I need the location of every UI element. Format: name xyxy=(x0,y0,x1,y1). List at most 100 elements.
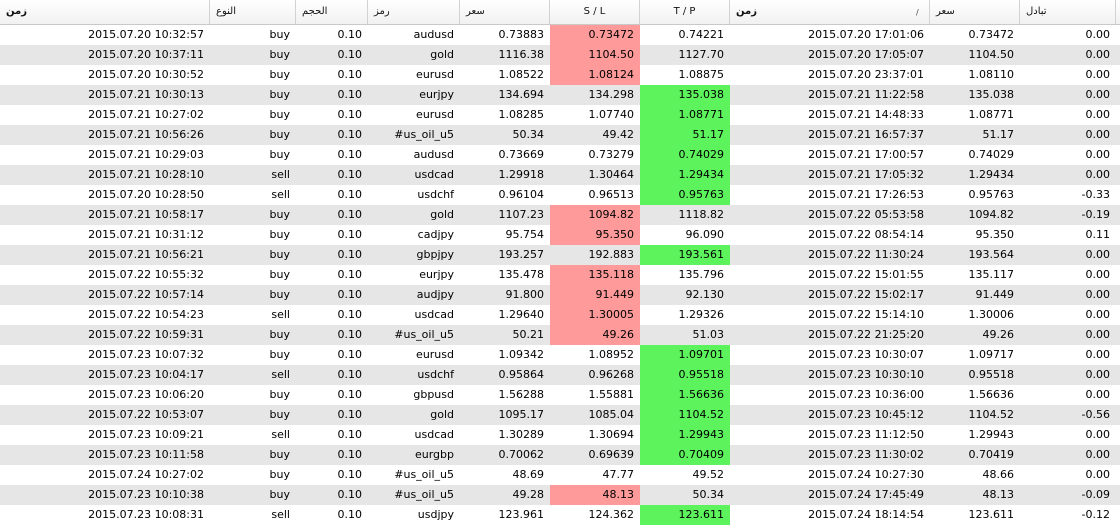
cell-swap: -0.56 xyxy=(1081,408,1110,421)
cell-stop-loss: 134.298 xyxy=(588,88,635,101)
table-row[interactable]: 2015.07.23 10:09:21 sell 0.10 usdcad 1.30289… xyxy=(0,425,1120,445)
table-row[interactable]: 2015.07.22 10:53:07 buy 0.10 gold 1095.17 108… xyxy=(0,405,1120,425)
cell-swap: 0.00 xyxy=(1085,128,1111,141)
cell-close-time: 2015.07.23 10:30:10 xyxy=(808,368,924,381)
table-row[interactable]: 2015.07.21 10:58:17 buy 0.10 gold 1107.23 109… xyxy=(0,205,1120,225)
col-header-swap[interactable]: تبادل xyxy=(1020,0,1116,24)
table-row[interactable]: 2015.07.20 10:30:52 buy 0.10 eurusd 1.08522 1… xyxy=(0,65,1120,85)
cell-open-price: 50.34 xyxy=(512,128,545,141)
cell-close-time: 2015.07.21 11:22:58 xyxy=(808,88,924,101)
cell-close-time: 2015.07.23 11:12:50 xyxy=(808,428,924,441)
cell-stop-loss: 0.69639 xyxy=(588,448,635,461)
cell-close-price: 123.611 xyxy=(968,508,1015,521)
cell-volume: 0.10 xyxy=(337,68,363,81)
cell-close-time: 2015.07.21 17:26:53 xyxy=(808,188,924,201)
cell-open-price: 0.96104 xyxy=(498,188,545,201)
col-header-symbol[interactable]: رمز xyxy=(368,0,460,24)
table-row[interactable]: 2015.07.20 10:37:11 buy 0.10 gold 1116.38 110… xyxy=(0,45,1120,65)
cell-symbol: audusd xyxy=(413,148,454,161)
cell-time: 2015.07.20 10:30:52 xyxy=(88,68,204,81)
cell-time: 2015.07.22 10:53:07 xyxy=(88,408,204,421)
cell-open-price: 48.69 xyxy=(512,468,545,481)
cell-time: 2015.07.23 10:11:58 xyxy=(88,448,204,461)
cell-close-time: 2015.07.20 17:01:06 xyxy=(808,28,924,41)
table-row[interactable]: 2015.07.22 10:59:31 buy 0.10 #us_oil_u5 50.2… xyxy=(0,325,1120,345)
cell-close-time: 2015.07.20 17:05:07 xyxy=(808,48,924,61)
cell-time: 2015.07.22 10:59:31 xyxy=(88,328,204,341)
table-row[interactable]: 2015.07.21 10:30:13 buy 0.10 eurjpy 134.694 1… xyxy=(0,85,1120,105)
cell-type: buy xyxy=(269,328,290,341)
table-row[interactable]: 2015.07.21 10:29:03 buy 0.10 audusd 0.73669 0… xyxy=(0,145,1120,165)
cell-stop-loss: 0.73472 xyxy=(550,25,640,45)
cell-stop-loss: 1.30694 xyxy=(588,428,635,441)
cell-time: 2015.07.23 10:04:17 xyxy=(88,368,204,381)
table-row[interactable]: 2015.07.22 10:55:32 buy 0.10 eurjpy 135.478 1… xyxy=(0,265,1120,285)
table-row[interactable]: 2015.07.21 10:31:12 buy 0.10 cadjpy 95.754 95… xyxy=(0,225,1120,245)
cell-open-price: 1095.17 xyxy=(498,408,545,421)
table-row[interactable]: 2015.07.23 10:11:58 buy 0.10 eurgbp 0.70062 0… xyxy=(0,445,1120,465)
cell-type: buy xyxy=(269,28,290,41)
table-row[interactable]: 2015.07.24 10:27:02 buy 0.10 #us_oil_u5 48.6… xyxy=(0,465,1120,485)
cell-stop-loss: 49.42 xyxy=(602,128,635,141)
col-header-take-profit[interactable]: T / P xyxy=(640,0,730,24)
cell-swap: 0.00 xyxy=(1085,428,1111,441)
col-header-close-time[interactable]: زمن xyxy=(730,0,930,24)
cell-stop-loss: 1.30005 xyxy=(550,305,640,325)
table-row[interactable]: 2015.07.23 10:06:20 buy 0.10 gbpusd 1.56288 1… xyxy=(0,385,1120,405)
table-row[interactable]: 2015.07.23 10:07:32 buy 0.10 eurusd 1.09342 1… xyxy=(0,345,1120,365)
col-header-time[interactable]: زمن xyxy=(0,0,210,24)
col-header-type[interactable]: النوع xyxy=(210,0,296,24)
table-row[interactable]: 2015.07.22 10:54:23 sell 0.10 usdcad 1.29640… xyxy=(0,305,1120,325)
cell-close-time: 2015.07.22 15:02:17 xyxy=(808,288,924,301)
cell-take-profit: 1.29326 xyxy=(678,308,725,321)
cell-volume: 0.10 xyxy=(337,388,363,401)
cell-symbol: #us_oil_u5 xyxy=(394,328,454,341)
table-row[interactable]: 2015.07.23 10:04:17 sell 0.10 usdchf 0.95864… xyxy=(0,365,1120,385)
cell-type: buy xyxy=(269,68,290,81)
cell-type: buy xyxy=(269,148,290,161)
col-header-close-price[interactable]: سعر xyxy=(930,0,1020,24)
cell-type: buy xyxy=(269,488,290,501)
cell-stop-loss: 135.118 xyxy=(550,265,640,285)
col-header-stop-loss[interactable]: S / L xyxy=(550,0,640,24)
cell-type: buy xyxy=(269,268,290,281)
table-row[interactable]: 2015.07.22 10:57:14 buy 0.10 audjpy 91.800 91… xyxy=(0,285,1120,305)
table-row[interactable]: 2015.07.20 10:28:50 sell 0.10 usdchf 0.96104… xyxy=(0,185,1120,205)
cell-symbol: gbpusd xyxy=(413,388,454,401)
cell-close-price: 49.26 xyxy=(982,328,1015,341)
col-header-volume[interactable]: الحجم xyxy=(296,0,368,24)
cell-close-time: 2015.07.22 21:25:20 xyxy=(808,328,924,341)
table-row[interactable]: 2015.07.23 10:08:31 sell 0.10 usdjpy 123.961… xyxy=(0,505,1120,525)
cell-time: 2015.07.23 10:07:32 xyxy=(88,348,204,361)
cell-close-price: 1.29434 xyxy=(968,168,1015,181)
table-row[interactable]: 2015.07.21 10:27:02 buy 0.10 eurusd 1.08285 1… xyxy=(0,105,1120,125)
cell-symbol: audusd xyxy=(413,28,454,41)
cell-volume: 0.10 xyxy=(337,248,363,261)
cell-close-time: 2015.07.23 11:30:02 xyxy=(808,448,924,461)
table-row[interactable]: 2015.07.20 10:32:57 buy 0.10 audusd 0.73883 0… xyxy=(0,25,1120,45)
cell-open-price: 193.257 xyxy=(498,248,545,261)
table-row[interactable]: 2015.07.23 10:10:38 buy 0.10 #us_oil_u5 49.2… xyxy=(0,485,1120,505)
cell-open-price: 1.30289 xyxy=(498,428,545,441)
cell-close-price: 1104.52 xyxy=(968,408,1015,421)
cell-close-price: 95.350 xyxy=(975,228,1015,241)
cell-close-price: 51.17 xyxy=(982,128,1015,141)
cell-type: buy xyxy=(269,288,290,301)
col-header-price[interactable]: سعر xyxy=(460,0,550,24)
cell-open-price: 0.95864 xyxy=(498,368,545,381)
cell-type: sell xyxy=(271,368,290,381)
table-row[interactable]: 2015.07.21 10:28:10 sell 0.10 usdcad 1.29918… xyxy=(0,165,1120,185)
cell-take-profit: 51.17 xyxy=(640,125,730,145)
table-row[interactable]: 2015.07.21 10:56:21 buy 0.10 gbpjpy 193.257 1… xyxy=(0,245,1120,265)
cell-swap: 0.00 xyxy=(1085,268,1111,281)
cell-time: 2015.07.22 10:55:32 xyxy=(88,268,204,281)
cell-volume: 0.10 xyxy=(337,408,363,421)
cell-close-price: 1.29943 xyxy=(968,428,1015,441)
cell-open-price: 1.29918 xyxy=(498,168,545,181)
cell-volume: 0.10 xyxy=(337,48,363,61)
table-row[interactable]: 2015.07.21 10:56:26 buy 0.10 #us_oil_u5 50.3… xyxy=(0,125,1120,145)
cell-take-profit: 0.95518 xyxy=(640,365,730,385)
cell-time: 2015.07.21 10:56:21 xyxy=(88,248,204,261)
cell-time: 2015.07.21 10:28:10 xyxy=(88,168,204,181)
